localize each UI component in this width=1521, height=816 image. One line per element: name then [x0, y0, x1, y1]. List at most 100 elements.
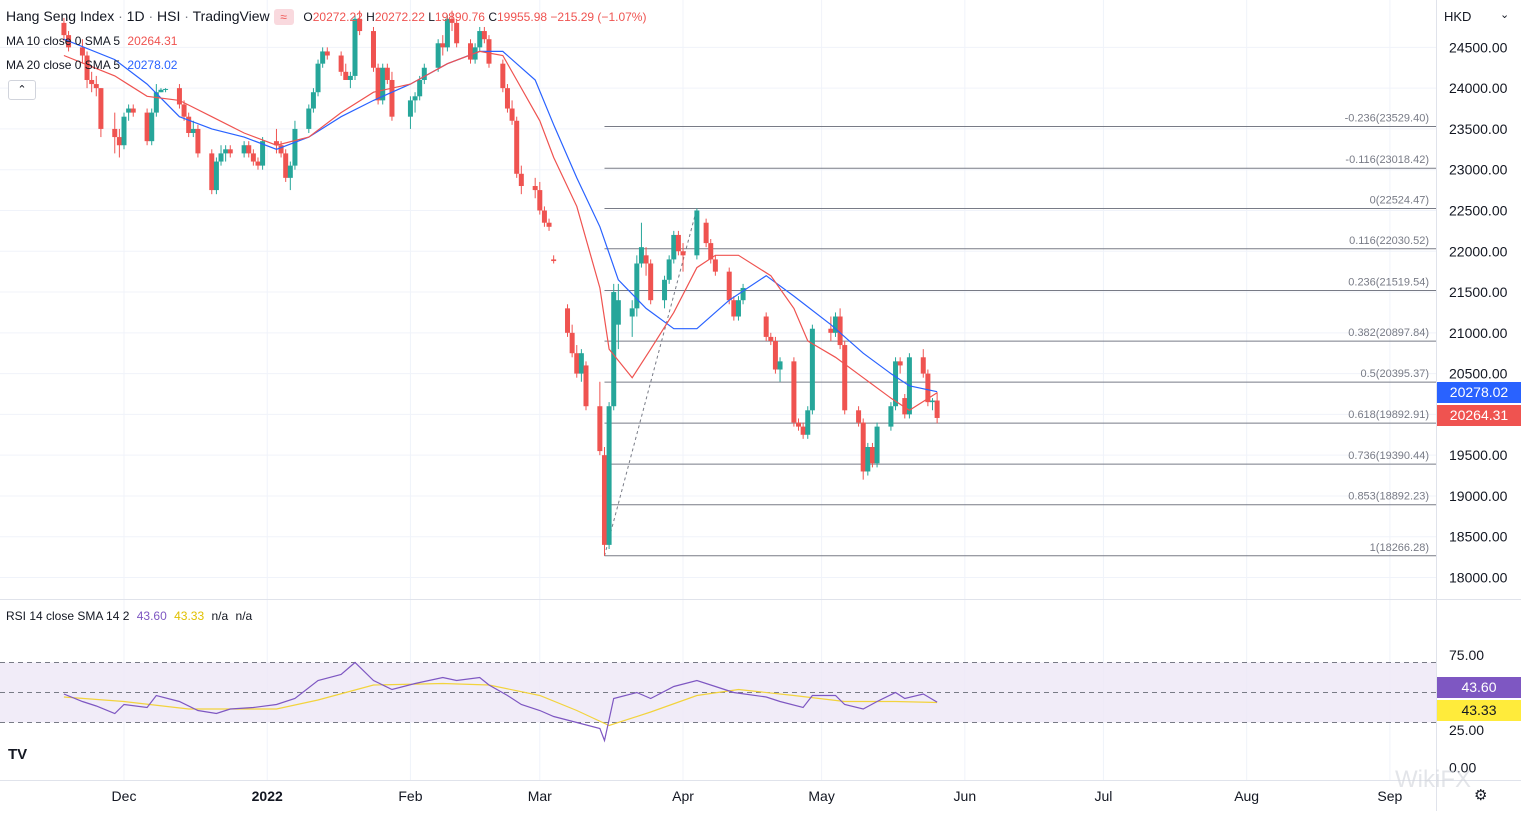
candle-body — [315, 63, 321, 93]
candle-body — [306, 108, 312, 129]
candle — [176, 84, 182, 109]
candle-body — [541, 210, 547, 223]
ma20-legend-label: MA 20 close 0 SMA 5 — [6, 58, 121, 72]
candle-body — [888, 406, 894, 427]
time-axis-tick: Dec — [112, 788, 137, 804]
candle — [130, 104, 136, 117]
fib-level-label: 0.236(21519.54) — [1348, 276, 1429, 288]
candle — [735, 296, 741, 321]
candle — [565, 304, 571, 337]
candle-body — [869, 447, 875, 464]
time-axis-tick: Sep — [1377, 788, 1402, 804]
candle — [306, 104, 312, 133]
tradingview-logo[interactable]: TV — [8, 746, 28, 763]
rsi-legend-label: RSI 14 close SMA 14 2 — [6, 609, 130, 623]
candle — [662, 275, 668, 309]
candle-body — [380, 67, 386, 101]
candle-body — [638, 247, 644, 264]
candle — [837, 308, 843, 350]
gear-icon[interactable]: ⚙ — [1474, 787, 1488, 804]
candle — [61, 17, 67, 41]
candle-body — [837, 316, 843, 346]
candle-body — [546, 222, 552, 227]
candle — [518, 165, 524, 195]
rsi-legend[interactable]: RSI 14 close SMA 14 2 43.60 43.33 n/a n/… — [6, 609, 256, 623]
chevron-down-icon[interactable]: ⌄ — [1500, 9, 1510, 21]
candle-body — [190, 128, 196, 133]
candle — [310, 88, 316, 113]
candle — [163, 88, 169, 93]
time-axis-tick: 2022 — [252, 788, 283, 804]
candle — [158, 88, 164, 93]
candle — [606, 402, 612, 549]
candle — [629, 300, 635, 337]
candle-body — [417, 79, 423, 97]
candle — [407, 96, 413, 129]
candle — [181, 100, 187, 121]
ma20-legend[interactable]: MA 20 close 0 SMA 5 20278.02 — [6, 58, 181, 72]
candle — [532, 177, 538, 199]
candle-body — [694, 210, 700, 256]
candle-body — [98, 88, 104, 129]
candle — [726, 267, 732, 305]
candle-body — [384, 67, 390, 80]
candle-body — [121, 116, 127, 146]
candle-body — [856, 410, 862, 423]
rsi-line — [63, 661, 938, 743]
candle-body — [158, 89, 164, 93]
ma10-legend[interactable]: MA 10 close 0 SMA 5 20264.31 — [6, 34, 181, 48]
candle — [260, 137, 266, 170]
interval-label[interactable]: 1D — [126, 8, 145, 24]
candle-body — [347, 75, 353, 80]
candle-body — [116, 137, 122, 146]
price-axis-tick: 19000.00 — [1449, 488, 1508, 504]
candle-body — [481, 31, 487, 40]
candle — [638, 222, 644, 268]
candle-body — [740, 287, 746, 301]
candle — [763, 312, 769, 341]
candle — [902, 393, 908, 419]
candle — [583, 361, 589, 411]
candle-body — [874, 426, 880, 464]
candle — [541, 206, 547, 227]
candle-body — [532, 186, 538, 191]
rsi-legend-na2: n/a — [235, 609, 253, 623]
candle — [578, 349, 584, 382]
price-axis-tick: 24000.00 — [1449, 80, 1508, 96]
candle-body — [292, 128, 298, 166]
candle-body — [435, 43, 441, 68]
candle-body — [352, 18, 358, 76]
candle — [153, 84, 159, 117]
rsi-sma-legend-value: 43.33 — [174, 609, 205, 623]
candle-body — [518, 173, 524, 187]
candle — [675, 230, 681, 256]
candle-body — [763, 316, 769, 337]
candle-body — [477, 31, 483, 48]
candle — [597, 381, 603, 456]
candle — [842, 340, 848, 415]
fib-level-label: 0.116(22030.52) — [1349, 235, 1429, 247]
candle — [551, 255, 557, 264]
symbol-title[interactable]: Hang Seng Index — [6, 8, 115, 24]
candle-body — [357, 18, 363, 32]
collapse-legend-button[interactable]: ⌃ — [8, 80, 36, 100]
candle-body — [805, 410, 811, 435]
candle-body — [112, 128, 118, 138]
candle-body — [79, 47, 85, 56]
candle — [514, 116, 520, 178]
watermark: WikiFX — [1395, 766, 1471, 793]
candle-body — [186, 116, 192, 133]
data-status-badge[interactable]: ≈ — [273, 9, 294, 26]
candle — [98, 88, 104, 138]
candle — [89, 71, 95, 93]
candle-body — [920, 357, 926, 374]
candle — [116, 128, 122, 158]
candle — [246, 141, 252, 158]
candle — [860, 418, 866, 480]
fib-level-label: -0.236(23529.40) — [1345, 113, 1429, 125]
candle — [112, 112, 118, 154]
candle-body — [407, 100, 413, 117]
fib-level-label: 0.736(19390.44) — [1348, 450, 1429, 462]
currency-label[interactable]: HKD — [1444, 9, 1472, 24]
